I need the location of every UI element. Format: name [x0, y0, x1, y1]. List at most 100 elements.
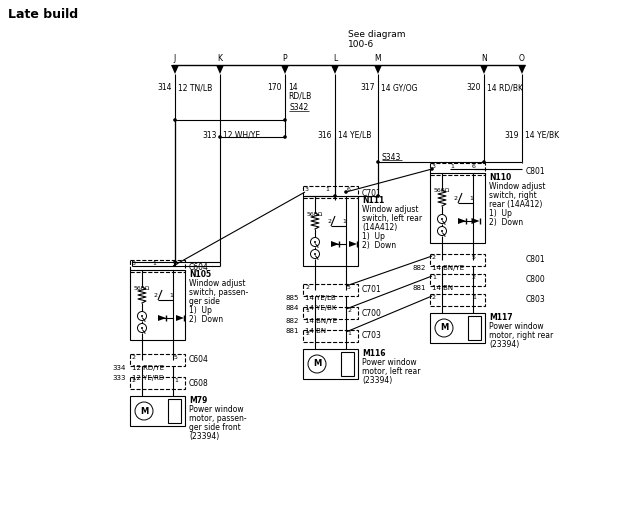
Text: M: M — [140, 407, 148, 416]
Circle shape — [314, 253, 316, 255]
Text: N105: N105 — [189, 270, 211, 279]
Text: N111: N111 — [362, 196, 384, 205]
Polygon shape — [281, 65, 289, 74]
Bar — [303, 196, 358, 266]
Bar — [130, 260, 185, 272]
Text: 885: 885 — [286, 295, 299, 301]
Text: 316: 316 — [317, 131, 332, 139]
Bar — [430, 173, 485, 243]
Text: 884: 884 — [286, 305, 299, 311]
Text: O: O — [519, 54, 525, 63]
Circle shape — [441, 230, 443, 232]
Text: 882: 882 — [286, 318, 299, 324]
Text: 1: 1 — [347, 331, 351, 336]
Text: 14 YE/BK: 14 YE/BK — [305, 305, 336, 311]
Text: 6: 6 — [347, 187, 351, 192]
Text: 1: 1 — [152, 261, 156, 266]
Text: 5: 5 — [347, 285, 351, 290]
Circle shape — [141, 327, 143, 329]
Text: 333: 333 — [112, 375, 126, 381]
Text: 314: 314 — [157, 83, 172, 93]
Text: S343: S343 — [382, 153, 401, 161]
Text: See diagram: See diagram — [348, 30, 406, 39]
Text: C701: C701 — [362, 286, 382, 294]
Text: RD/LB: RD/LB — [288, 92, 311, 100]
Circle shape — [218, 135, 222, 139]
Text: 2: 2 — [154, 293, 158, 298]
Text: switch, left rear: switch, left rear — [362, 214, 422, 223]
Text: ger side: ger side — [189, 297, 220, 306]
Text: 1)  Up: 1) Up — [362, 232, 385, 241]
Text: 100-6: 100-6 — [348, 40, 374, 49]
Text: 2: 2 — [432, 255, 436, 260]
Text: 14 BN: 14 BN — [432, 285, 453, 291]
Polygon shape — [158, 315, 166, 321]
Text: 2: 2 — [454, 196, 458, 201]
Text: M117: M117 — [489, 313, 513, 322]
Text: C803: C803 — [526, 295, 546, 305]
Text: 14 BN: 14 BN — [305, 328, 326, 334]
Polygon shape — [171, 65, 179, 74]
Bar — [303, 186, 358, 198]
Text: 1: 1 — [432, 275, 436, 280]
Bar — [130, 396, 185, 426]
Text: C701: C701 — [362, 189, 382, 199]
Text: 14 YE/LB: 14 YE/LB — [305, 295, 336, 301]
Text: 6: 6 — [174, 261, 178, 266]
Bar — [303, 284, 358, 296]
Text: M: M — [375, 54, 381, 63]
Text: 14 BN/YE: 14 BN/YE — [305, 318, 337, 324]
Text: C703: C703 — [362, 331, 382, 340]
Text: 14 GY/OG: 14 GY/OG — [381, 83, 418, 93]
Text: 12 YE/RD: 12 YE/RD — [132, 375, 164, 381]
Text: Power window: Power window — [189, 405, 243, 414]
Polygon shape — [349, 241, 357, 247]
Text: 14 RD/BK: 14 RD/BK — [487, 83, 523, 93]
Text: C604: C604 — [189, 264, 209, 272]
Circle shape — [376, 194, 380, 198]
Polygon shape — [374, 65, 382, 74]
Text: motor, right rear: motor, right rear — [489, 331, 553, 340]
Text: M: M — [440, 324, 448, 332]
Text: 5: 5 — [472, 255, 476, 260]
Text: 1: 1 — [469, 196, 473, 201]
Text: 12 WH/YE: 12 WH/YE — [223, 131, 260, 139]
Text: 14 BN/YE: 14 BN/YE — [432, 265, 464, 271]
Text: (14A412): (14A412) — [362, 223, 398, 232]
Bar — [303, 349, 358, 379]
Text: 317: 317 — [360, 83, 375, 93]
Text: S342: S342 — [289, 103, 308, 113]
Bar — [341, 352, 354, 376]
Text: 14 YE/BK: 14 YE/BK — [525, 131, 559, 139]
Circle shape — [344, 190, 348, 194]
Circle shape — [333, 194, 337, 198]
Text: 14 YE/LB: 14 YE/LB — [338, 131, 372, 139]
Text: N: N — [481, 54, 487, 63]
Text: Window adjust: Window adjust — [362, 205, 418, 214]
Text: 2)  Down: 2) Down — [489, 218, 523, 227]
Text: 2: 2 — [327, 219, 331, 224]
Text: 560Ω: 560Ω — [434, 188, 451, 194]
Polygon shape — [471, 218, 480, 224]
Text: 2: 2 — [132, 378, 136, 383]
Text: 560Ω: 560Ω — [134, 286, 150, 290]
Text: motor, passen-: motor, passen- — [189, 414, 246, 423]
Circle shape — [283, 118, 287, 122]
Circle shape — [173, 260, 177, 264]
Text: Power window: Power window — [489, 322, 544, 331]
Text: 2: 2 — [305, 331, 309, 336]
Bar — [130, 377, 185, 389]
Text: L: L — [333, 54, 337, 63]
Text: C801: C801 — [526, 255, 545, 265]
Text: J: J — [174, 54, 176, 63]
Text: C608: C608 — [189, 378, 209, 388]
Bar — [430, 294, 485, 306]
Text: M79: M79 — [189, 396, 207, 405]
Circle shape — [173, 118, 177, 122]
Text: Late build: Late build — [8, 8, 78, 21]
Text: 881: 881 — [286, 328, 299, 334]
Text: 1: 1 — [342, 219, 346, 224]
Text: 1: 1 — [169, 293, 173, 298]
Bar — [303, 307, 358, 319]
Text: 313: 313 — [202, 131, 217, 139]
